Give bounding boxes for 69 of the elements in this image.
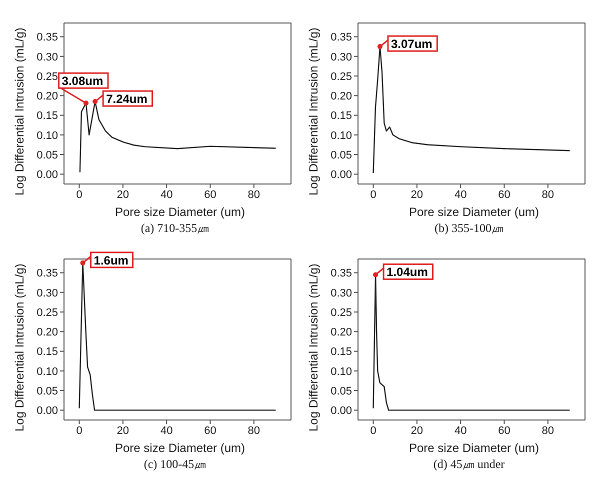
y-tick-label: 0.00 bbox=[36, 405, 58, 418]
y-tick-label: 0.20 bbox=[330, 90, 352, 103]
x-tick-label: 0 bbox=[76, 424, 82, 437]
x-tick-label: 60 bbox=[498, 424, 510, 437]
y-axis-title: Log Differential Intrusion (mL/g) bbox=[306, 264, 320, 432]
y-tick-label: 0.25 bbox=[36, 306, 58, 319]
y-tick-label: 0.00 bbox=[330, 169, 352, 182]
text: (d) 45㎛ under bbox=[432, 456, 506, 473]
annotation: 1.04um bbox=[386, 265, 428, 280]
y-tick-label: 0.35 bbox=[36, 32, 58, 44]
y-tick-label: 0.15 bbox=[330, 110, 352, 122]
x-tick-label: 20 bbox=[116, 188, 130, 201]
x-axis-title: Pore size Diameter (um) bbox=[408, 204, 540, 220]
x-tick-label: 80 bbox=[248, 424, 260, 437]
y-tick-label: 0.30 bbox=[36, 287, 58, 300]
y-axis-title: Log Differential Intrusion (mL/g) bbox=[306, 28, 320, 196]
x-tick-label: 60 bbox=[204, 188, 216, 201]
y-tick-label: 0.25 bbox=[330, 306, 352, 319]
x-tick-label: 20 bbox=[116, 424, 130, 437]
y-tick-label: 0.35 bbox=[330, 268, 352, 280]
y-tick-label: 0.10 bbox=[330, 130, 352, 142]
x-tick-label: 40 bbox=[454, 424, 467, 437]
y-tick-label: 0.35 bbox=[36, 268, 58, 280]
x-tick-label: 40 bbox=[160, 188, 173, 201]
y-tick-label: 0.15 bbox=[36, 110, 58, 122]
y-tick-label: 0.20 bbox=[330, 326, 352, 339]
y-tick-label: 0.05 bbox=[330, 149, 352, 162]
x-tick-label: 40 bbox=[160, 424, 173, 437]
x-tick-label: 80 bbox=[542, 424, 554, 437]
text: (b) 355-100㎛ bbox=[434, 220, 504, 237]
x-tick-label: 80 bbox=[542, 188, 554, 201]
y-tick-label: 0.25 bbox=[330, 70, 352, 83]
y-tick-label: 0.10 bbox=[330, 366, 352, 378]
y-tick-label: 0.15 bbox=[330, 346, 352, 358]
x-axis-title: Pore size Diameter (um) bbox=[114, 204, 246, 220]
y-tick-label: 0.25 bbox=[36, 70, 58, 83]
y-tick-label: 0.20 bbox=[36, 326, 58, 339]
x-tick-label: 20 bbox=[410, 188, 424, 201]
text: (c) 100-45㎛ bbox=[142, 456, 208, 473]
y-tick-label: 0.00 bbox=[330, 405, 352, 418]
y-tick-label: 0.00 bbox=[36, 169, 58, 182]
annotation: 3.08um bbox=[62, 74, 104, 88]
y-axis-title: Log Differential Intrusion (mL/g) bbox=[12, 28, 26, 196]
y-tick-label: 0.15 bbox=[36, 346, 58, 358]
annotation: 1.6um bbox=[94, 253, 128, 268]
x-axis-title: Pore size Diameter (um) bbox=[114, 440, 246, 456]
y-tick-label: 0.10 bbox=[36, 366, 58, 378]
y-tick-label: 0.05 bbox=[330, 385, 352, 398]
x-tick-label: 60 bbox=[204, 424, 216, 437]
annotation: 7.24um bbox=[106, 92, 148, 106]
y-tick-label: 0.05 bbox=[36, 149, 58, 162]
y-tick-label: 0.05 bbox=[36, 385, 58, 398]
x-tick-label: 0 bbox=[370, 188, 376, 201]
x-tick-label: 0 bbox=[76, 188, 82, 201]
x-tick-label: 20 bbox=[410, 424, 424, 437]
text: (a) 710-355㎛ bbox=[140, 220, 210, 237]
y-tick-label: 0.35 bbox=[330, 32, 352, 44]
annotation: 3.07um bbox=[390, 37, 432, 52]
y-tick-label: 0.30 bbox=[330, 51, 352, 64]
x-tick-label: 80 bbox=[248, 188, 260, 201]
x-tick-label: 60 bbox=[498, 188, 510, 201]
y-tick-label: 0.30 bbox=[36, 51, 58, 64]
y-tick-label: 0.20 bbox=[36, 90, 58, 103]
y-tick-label: 0.10 bbox=[36, 130, 58, 142]
y-tick-label: 0.30 bbox=[330, 287, 352, 300]
x-tick-label: 0 bbox=[370, 424, 376, 437]
x-tick-label: 40 bbox=[454, 188, 467, 201]
y-axis-title: Log Differential Intrusion (mL/g) bbox=[12, 264, 26, 432]
x-axis-title: Pore size Diameter (um) bbox=[408, 440, 540, 456]
